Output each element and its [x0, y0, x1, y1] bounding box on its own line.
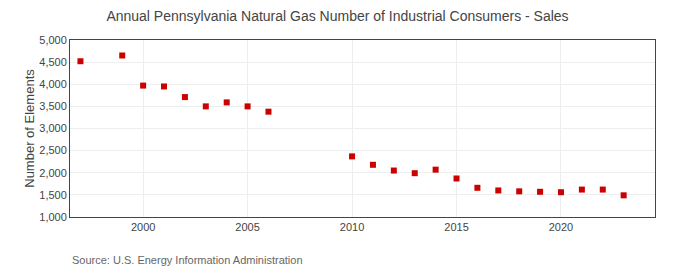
svg-text:4,500: 4,500 [39, 56, 67, 68]
svg-text:5,000: 5,000 [39, 34, 67, 46]
svg-text:1,500: 1,500 [39, 189, 67, 201]
svg-text:2,500: 2,500 [39, 144, 67, 156]
svg-text:1,000: 1,000 [39, 211, 67, 223]
svg-text:2010: 2010 [340, 221, 364, 233]
svg-text:3,500: 3,500 [39, 100, 67, 112]
svg-text:Number of Elements: Number of Elements [22, 69, 37, 188]
svg-text:2020: 2020 [549, 221, 573, 233]
svg-text:2015: 2015 [444, 221, 468, 233]
svg-text:2005: 2005 [235, 221, 259, 233]
svg-text:2000: 2000 [131, 221, 155, 233]
svg-text:2,000: 2,000 [39, 167, 67, 179]
svg-text:4,000: 4,000 [39, 78, 67, 90]
svg-text:3,000: 3,000 [39, 122, 67, 134]
svg-text:Annual Pennsylvania Natural Ga: Annual Pennsylvania Natural Gas Number o… [106, 8, 568, 24]
svg-text:Source: U.S. Energy Informatio: Source: U.S. Energy Information Administ… [72, 254, 303, 266]
